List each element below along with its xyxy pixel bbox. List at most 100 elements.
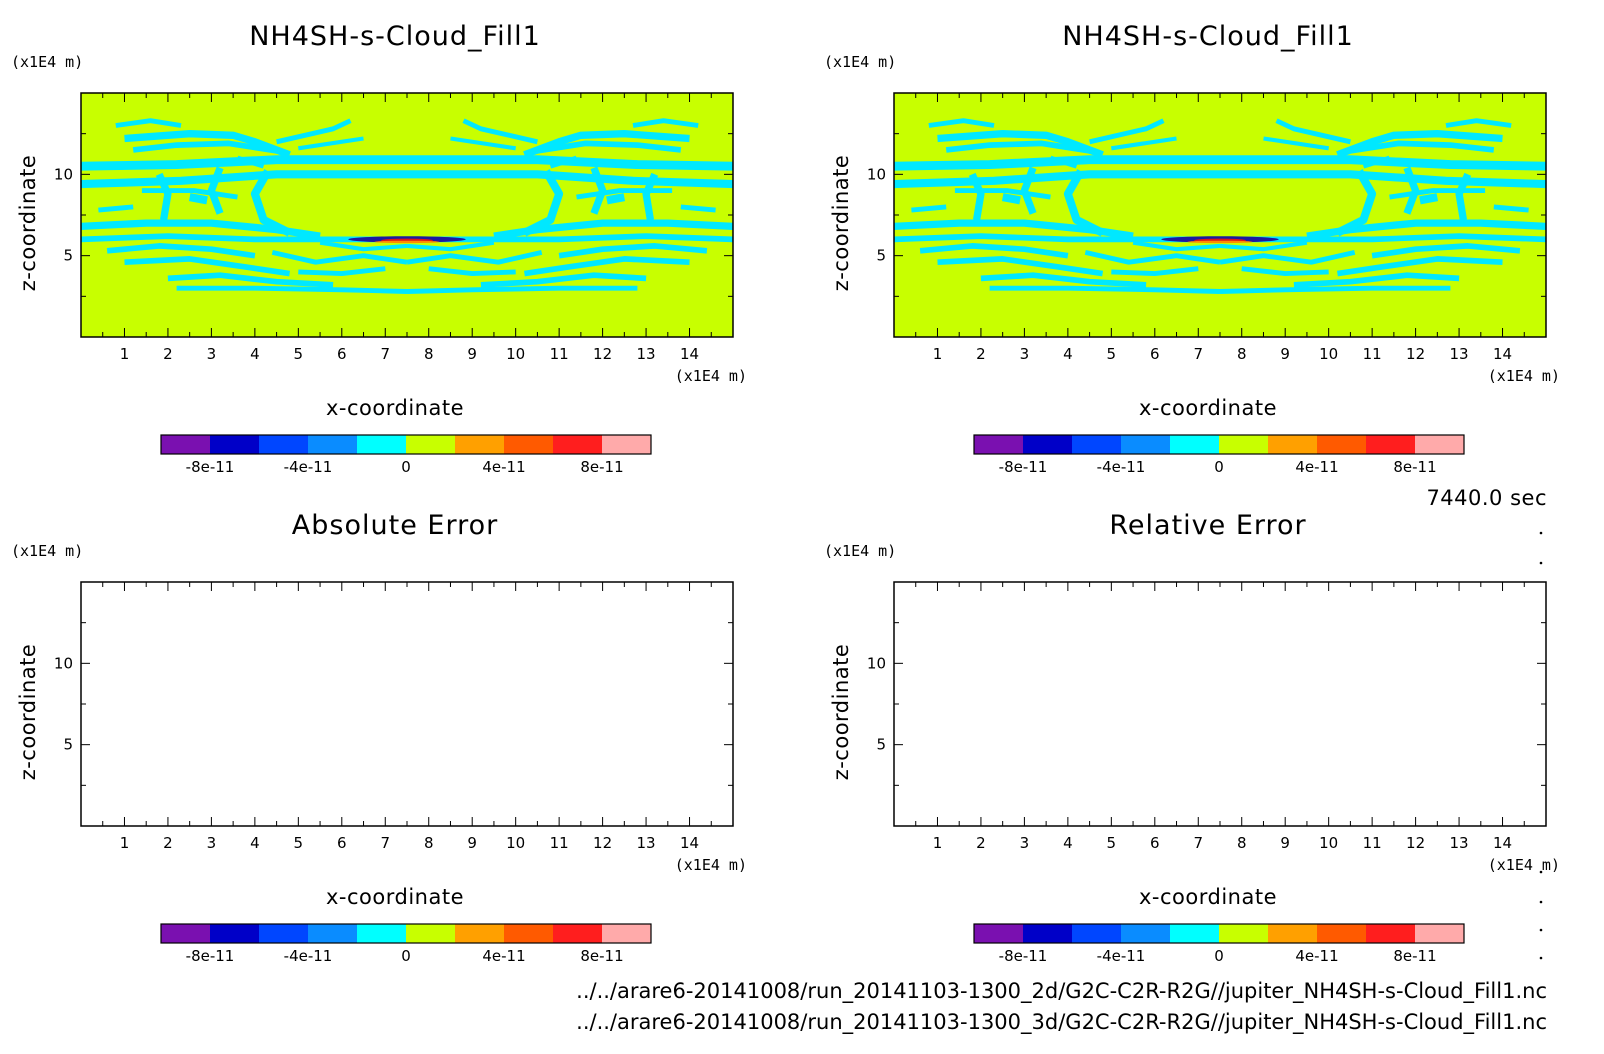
cloud-band-0-3: [80, 233, 407, 243]
x-unit-label: (x1E4 m): [1488, 367, 1560, 385]
cloud-band-1-15-mirror: [1336, 256, 1503, 277]
margin-dot: [1539, 531, 1543, 535]
colorbar-swatch: [1366, 924, 1416, 943]
cloud-band-1-6-mirror: [1445, 118, 1512, 128]
x-tick-label: 10: [1319, 345, 1338, 363]
cloud-band-0-9-mirror: [642, 172, 659, 221]
cloud-band-0-0: [80, 155, 407, 171]
colorbar-swatch: [161, 924, 211, 943]
z-unit-label: (x1E4 m): [824, 53, 896, 71]
colorbar-label: -8e-11: [186, 458, 235, 476]
x-tick-label: 10: [506, 834, 525, 852]
cloud-band-0-21: [98, 204, 134, 213]
cloud-band-0-5: [132, 140, 282, 155]
colorbar-swatch: [1366, 435, 1416, 454]
cloud-band-1-1: [893, 170, 1220, 189]
cloud-band-1-7: [1089, 118, 1165, 145]
x-unit-label: (x1E4 m): [675, 856, 747, 874]
x-tick-label: 13: [1450, 834, 1469, 852]
x-tick-label: 6: [337, 834, 347, 852]
panel-title: NH4SH-s-Cloud_Fill1: [249, 21, 541, 52]
cloud-band-1-14-mirror: [1371, 243, 1521, 259]
colorbar-swatch: [1072, 435, 1122, 454]
cloud-band-0-14: [106, 243, 256, 259]
x-tick-label: 5: [294, 834, 304, 852]
cloud-band-0-2: [80, 219, 321, 240]
z-tick-label: 10: [54, 654, 73, 672]
cloud-band-0-11-mirror: [522, 169, 564, 237]
colorbar-frame: [973, 434, 1465, 455]
z-tick-label: 5: [63, 736, 73, 754]
cloud-band-0-6: [115, 118, 182, 128]
cloud-band-1-21-mirror: [1493, 204, 1529, 213]
cloud-band-1-12-mirror: [1419, 193, 1439, 205]
cloud-band-0-0-mirror: [407, 155, 734, 171]
x-tick-label: 3: [1020, 345, 1030, 363]
x-tick-label: 5: [294, 345, 304, 363]
x-tick-label: 6: [1150, 834, 1160, 852]
cloud-band-0-17-mirror: [406, 285, 638, 294]
x-tick-label: 1: [933, 834, 943, 852]
colorbar-swatch: [161, 435, 211, 454]
cloud-band-0-19: [298, 266, 386, 277]
colorbar-frame: [160, 434, 652, 455]
colorbar-swatch: [1072, 924, 1122, 943]
x-tick-label: 11: [1363, 345, 1382, 363]
cloud-band-1-18-mirror: [1219, 250, 1356, 265]
cloud-band-1-13: [954, 188, 1051, 200]
panel-title: Relative Error: [1109, 510, 1306, 541]
x-tick-label: 8: [424, 345, 434, 363]
x-unit-label: (x1E4 m): [675, 367, 747, 385]
x-tick-label: 9: [1280, 345, 1290, 363]
z-unit-label: (x1E4 m): [11, 542, 83, 560]
panel-title: Absolute Error: [292, 510, 498, 541]
cloud-band-1-13-mirror: [1389, 188, 1486, 200]
x-axis-label: x-coordinate: [1139, 885, 1277, 909]
cloud-band-0-1: [80, 170, 407, 189]
cloud-band-0-16: [167, 272, 334, 288]
cloud-band-1-14: [919, 243, 1069, 259]
colorbar-swatch: [602, 435, 652, 454]
cloud-band-0-8: [297, 136, 364, 151]
colorbar-frame: [160, 923, 652, 944]
x-tick-label: 14: [680, 345, 699, 363]
cloud-band-1-8-mirror: [1263, 136, 1330, 151]
colorbar-label: 0: [401, 458, 411, 476]
cloud-band-1-5: [945, 140, 1095, 155]
x-tick-label: 4: [250, 345, 260, 363]
colorbar-swatch: [455, 924, 505, 943]
cloud-band-1-3: [893, 233, 1220, 243]
colorbar-swatch: [1121, 435, 1171, 454]
z-tick-label: 10: [54, 165, 73, 183]
cloud-band-0-22: [236, 155, 265, 169]
colorbar-swatch: [504, 924, 554, 943]
x-tick-label: 8: [424, 834, 434, 852]
cloud-band-0-12: [188, 193, 208, 205]
x-tick-label: 13: [1450, 345, 1469, 363]
colorbar-swatch: [504, 435, 554, 454]
cloud-band-0-4: [124, 130, 291, 159]
z-tick-label: 5: [876, 247, 886, 265]
x-tick-label: 4: [1063, 834, 1073, 852]
x-tick-label: 14: [680, 834, 699, 852]
field-background-0: [81, 93, 733, 337]
cloud-band-0-13: [141, 188, 238, 200]
cloud-band-0-20: [319, 240, 408, 252]
z-axis-label: z-coordinate: [829, 644, 853, 781]
cloud-band-0-4-mirror: [523, 130, 690, 159]
colorbar-label: -8e-11: [999, 947, 1048, 965]
x-tick-label: 10: [1319, 834, 1338, 852]
x-tick-label: 13: [637, 834, 656, 852]
colorbar-swatch: [1023, 435, 1073, 454]
colorbar-label: 8e-11: [580, 458, 623, 476]
colorbar-swatch: [308, 435, 358, 454]
x-tick-label: 13: [637, 345, 656, 363]
x-tick-label: 7: [1193, 834, 1203, 852]
x-tick-label: 4: [250, 834, 260, 852]
cloud-band-1-16: [980, 272, 1147, 288]
cloud-band-1-17-mirror: [1219, 285, 1451, 294]
cloud-band-0-7: [276, 118, 352, 145]
x-tick-label: 9: [467, 345, 477, 363]
x-tick-label: 9: [1280, 834, 1290, 852]
x-tick-label: 12: [593, 345, 612, 363]
